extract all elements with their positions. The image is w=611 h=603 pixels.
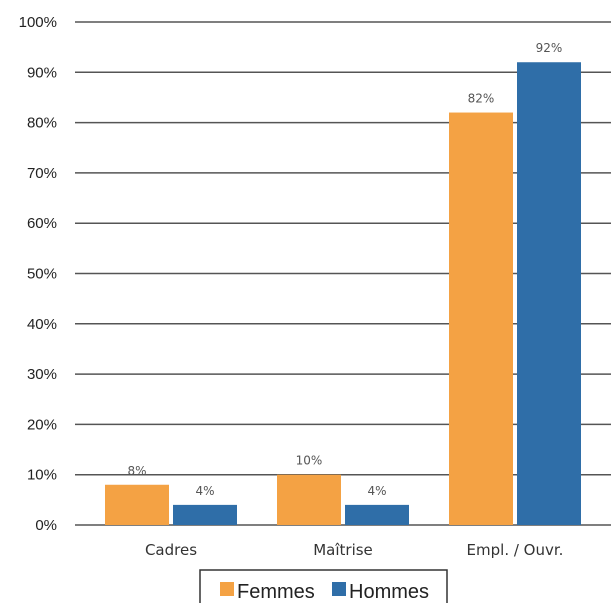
y-tick-label: 90% xyxy=(27,64,57,81)
legend-box xyxy=(199,569,448,603)
x-axis-ticks: Cadres Maîtrise Empl. / Ouvr. xyxy=(145,541,563,559)
bar-hommes-2 xyxy=(345,504,409,525)
data-label: 4% xyxy=(367,484,386,498)
y-tick-label: 100% xyxy=(19,14,57,31)
x-tick-label: Maîtrise xyxy=(313,541,373,559)
legend-swatch-hommes xyxy=(332,582,346,596)
bar-hommes-1 xyxy=(173,504,237,525)
data-labels: 8% 4% 10% 4% 82% 92% xyxy=(127,41,562,498)
data-label: 8% xyxy=(127,464,146,478)
x-tick-label: Empl. / Ouvr. xyxy=(467,541,564,559)
bar-femmes-2 xyxy=(277,474,341,525)
bar-femmes-1 xyxy=(105,484,169,525)
y-tick-label: 80% xyxy=(27,115,57,132)
y-tick-label: 70% xyxy=(27,165,57,182)
y-tick-label: 0% xyxy=(35,517,57,534)
bar-femmes-3 xyxy=(449,112,513,525)
y-tick-label: 50% xyxy=(27,266,57,283)
y-tick-label: 10% xyxy=(27,467,57,484)
y-axis-ticks: 0% 10% 20% 30% 40% 50% 60% 70% 80% 90% 100% xyxy=(19,14,57,534)
y-tick-label: 60% xyxy=(27,215,57,232)
y-tick-label: 30% xyxy=(27,366,57,383)
y-tick-label: 40% xyxy=(27,316,57,333)
bar-hommes-3 xyxy=(517,62,581,526)
bars xyxy=(105,62,581,526)
x-tick-label: Cadres xyxy=(145,541,197,559)
data-label: 82% xyxy=(468,92,495,106)
legend-swatch-femmes xyxy=(220,582,234,596)
y-tick-label: 20% xyxy=(27,416,57,433)
data-label: 10% xyxy=(296,454,323,468)
legend-label-femmes: Femmes xyxy=(237,581,315,603)
legend-label-hommes: Hommes xyxy=(349,581,429,603)
data-label: 92% xyxy=(536,41,563,55)
legend: Femmes Hommes xyxy=(199,569,448,603)
data-label: 4% xyxy=(195,484,214,498)
